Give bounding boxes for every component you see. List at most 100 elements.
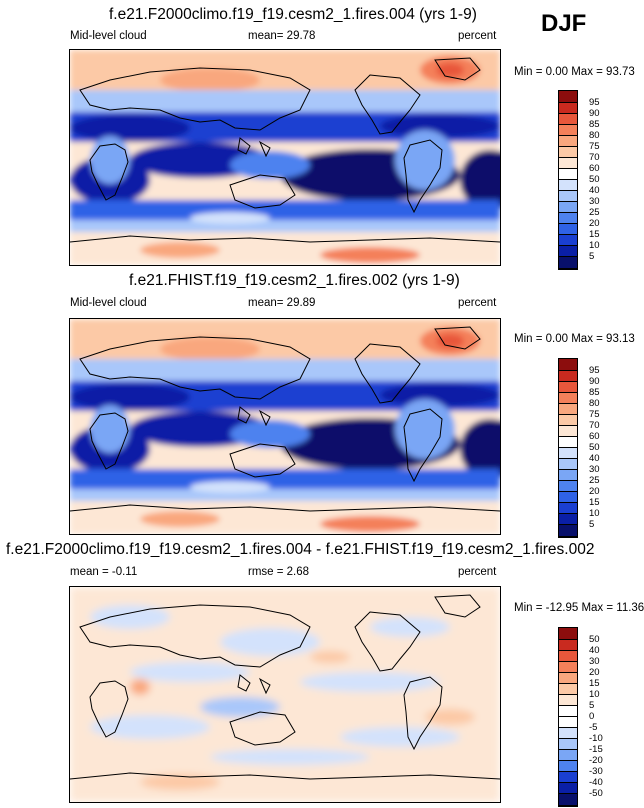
panel2-tick: 70 [589,420,600,431]
panel1-tick: 70 [589,152,600,163]
panel3-tick: -40 [589,777,603,788]
panel1-tick: 80 [589,130,600,141]
panel1-colorbar-cell [559,147,577,158]
panel1-tick: 10 [589,240,600,251]
panel2-colorbar-cell [559,382,577,393]
panel2-colorbar-cell [559,470,577,481]
panel2-tick: 90 [589,376,600,387]
panel3-tick: 50 [589,634,600,645]
panel1-coastlines [70,57,500,243]
panel3-colorbar-cell [559,750,577,761]
panel1-colorbar-cell [559,246,577,257]
panel1-colorbar-cell [559,224,577,235]
panel3-rmse: rmse = 2.68 [248,566,310,578]
panel1-field [70,50,500,265]
panel3-coastlines [70,594,500,780]
panel3-field [70,587,500,802]
panel2-tick: 60 [589,431,600,442]
panel2-colorbar-cell [559,415,577,426]
panel3-tick: -10 [589,733,603,744]
panel2-colorbar-cell [559,393,577,404]
panel2-minmax: Min = 0.00 Max = 93.13 [514,333,635,345]
panel1-tick: 25 [589,207,600,218]
panel3-colorbar-cell [559,651,577,662]
panel2-colorbar-cell [559,359,577,371]
panel2-tick: 95 [589,365,600,376]
panel3-colorbar-cell [559,640,577,651]
panel2-colorbar-cell [559,492,577,503]
panel2-tick: 10 [589,508,600,519]
panel3-colorbar-cell [559,794,577,806]
panel3-tick: 0 [589,711,595,722]
panel3-mean: mean = -0.11 [70,566,138,578]
panel2-colorbar-cell [559,481,577,492]
panel2-colorbar-cell [559,503,577,514]
panel1-tick: 20 [589,218,600,229]
panel2-colorbar-cell [559,448,577,459]
panel2-colorbar-cell [559,426,577,437]
panel2-tick: 85 [589,387,600,398]
panel2-field [70,319,500,534]
panel1-tick: 15 [589,229,600,240]
panel1-colorbar-cell [559,158,577,169]
panel2-colorbar-cell [559,525,577,537]
panel3-map [69,586,501,803]
panel2-mean: mean= 29.89 [248,297,316,309]
panel2-colorbar: 95 90 85 80 75 70 60 50 40 30 25 20 15 1… [558,358,600,538]
panel2-tick: 15 [589,497,600,508]
panel2-variable: Mid-level cloud [70,297,147,309]
panel3-tick: 40 [589,645,600,656]
panel3-colorbar-cell [559,706,577,717]
panel2-tick: 75 [589,409,600,420]
panel1-tick: 60 [589,163,600,174]
panel2-tick: 5 [589,519,595,530]
panel3-tick: -50 [589,788,603,799]
panel3-colorbar-cell [559,783,577,794]
panel3-units: percent [458,566,497,578]
panel1-colorbar-cell [559,91,577,103]
panel1-colorbar-cell [559,257,577,269]
panel3-title: f.e21.F2000climo.f19_f19.cesm2_1.fires.0… [6,541,595,558]
panel1-tick: 90 [589,108,600,119]
panel2-tick: 40 [589,453,600,464]
panel1-tick: 30 [589,196,600,207]
panel2-title: f.e21.FHIST.f19_f19.cesm2_1.fires.002 (y… [129,272,460,289]
season-label: DJF [541,10,587,37]
panel3-tick: 10 [589,689,600,700]
panel1-tick: 5 [589,251,595,262]
panel3-colorbar-cell [559,628,577,640]
panel1-units: percent [458,30,497,42]
panel1-colorbar-cell [559,169,577,180]
panel2-tick: 50 [589,442,600,453]
panel1-colorbar-cell [559,235,577,246]
panel1-title: f.e21.F2000climo.f19_f19.cesm2_1.fires.0… [109,6,477,23]
panel3-colorbar-cell [559,739,577,750]
panel2-tick: 20 [589,486,600,497]
panel2-coastlines [70,326,500,512]
panel3-colorbar-cell [559,761,577,772]
panel3-colorbar-cell [559,772,577,783]
panel1-mean: mean= 29.78 [248,30,316,42]
panel2-colorbar-cell [559,371,577,382]
panel1-variable: Mid-level cloud [70,30,147,42]
panel1-colorbar-cell [559,103,577,114]
panel2-colorbar-cell [559,404,577,415]
panel1-colorbar-cell [559,180,577,191]
panel3-tick: 5 [589,700,595,711]
panel3-colorbar: 50 40 30 20 15 10 5 0 -5 -10 -15 -20 -30… [558,627,603,807]
panel2-colorbar-cell [559,459,577,470]
panel3-colorbar-cell [559,662,577,673]
panel2-tick: 25 [589,475,600,486]
panel1-colorbar: 95 90 85 80 75 70 60 50 40 30 25 20 15 1… [558,90,600,270]
panel1-colorbar-cell [559,213,577,224]
panel1-colorbar-cell [559,191,577,202]
panel3-colorbar-cell [559,684,577,695]
panel3-colorbar-cell [559,695,577,706]
panel3-colorbar-cell [559,728,577,739]
panel3-tick: 30 [589,656,600,667]
panel1-tick: 40 [589,185,600,196]
panel1-colorbar-cell [559,125,577,136]
panel1-tick: 85 [589,119,600,130]
panel1-tick: 75 [589,141,600,152]
panel1-colorbar-cell [559,136,577,147]
